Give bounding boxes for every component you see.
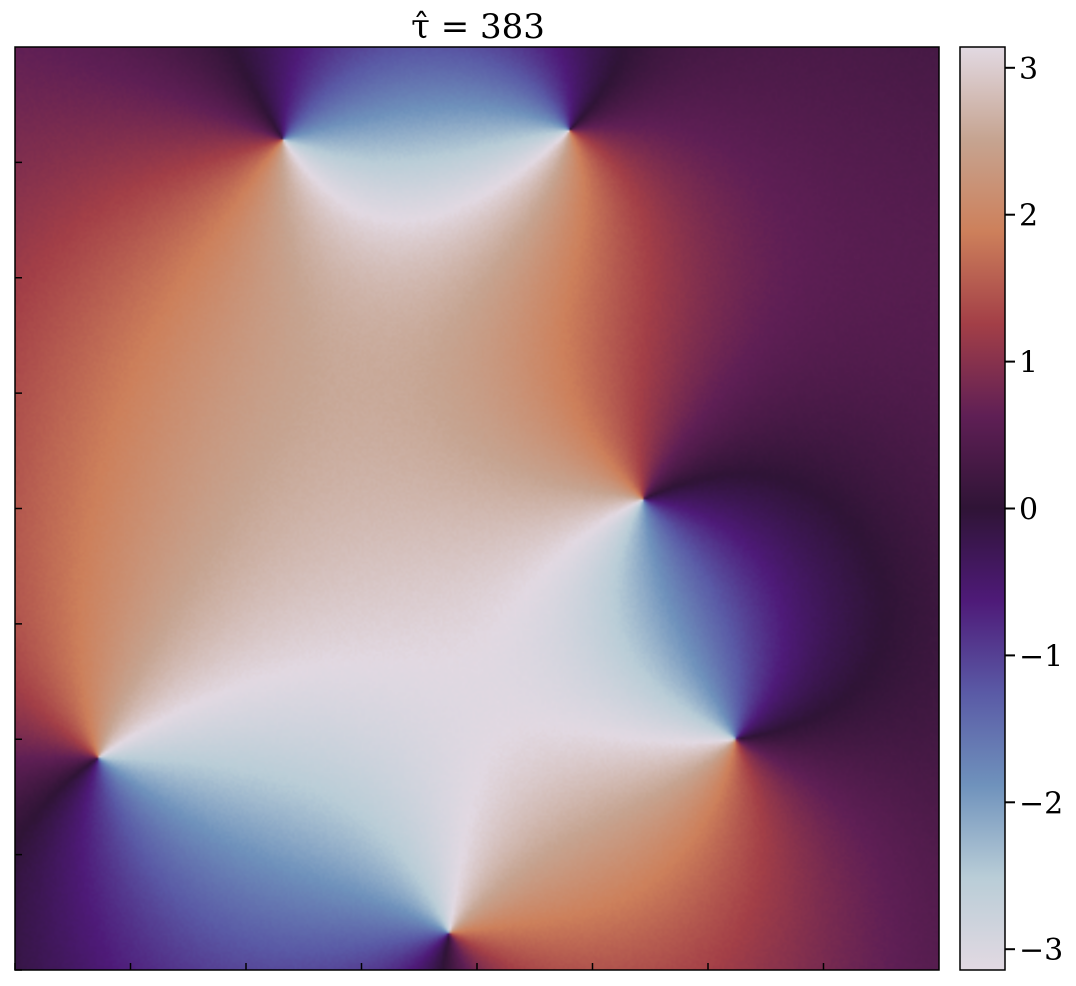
heatmap-plot-area — [14, 46, 940, 971]
colorbar: −3 −2 −1 0 1 2 3 — [959, 46, 1063, 971]
colorbar-tick-label: −2 — [1019, 786, 1063, 821]
colorbar-tick-label: 2 — [1019, 199, 1038, 234]
phase-field-heatmap — [15, 47, 939, 970]
colorbar-tick-label: 0 — [1019, 493, 1038, 528]
chart-title: τ̂ = 383 — [411, 7, 545, 47]
colorbar-tick-label: 3 — [1019, 52, 1038, 87]
x-axis-ticks — [14, 963, 825, 970]
colorbar-tick-label: −1 — [1019, 639, 1063, 674]
colorbar-tick-label: 1 — [1019, 346, 1038, 381]
colorbar-ticks: −3 −2 −1 0 1 2 3 — [1005, 52, 1063, 968]
colorbar-gradient — [960, 47, 1005, 970]
y-axis-ticks — [15, 161, 22, 971]
colorbar-tick-label: −3 — [1019, 933, 1063, 968]
